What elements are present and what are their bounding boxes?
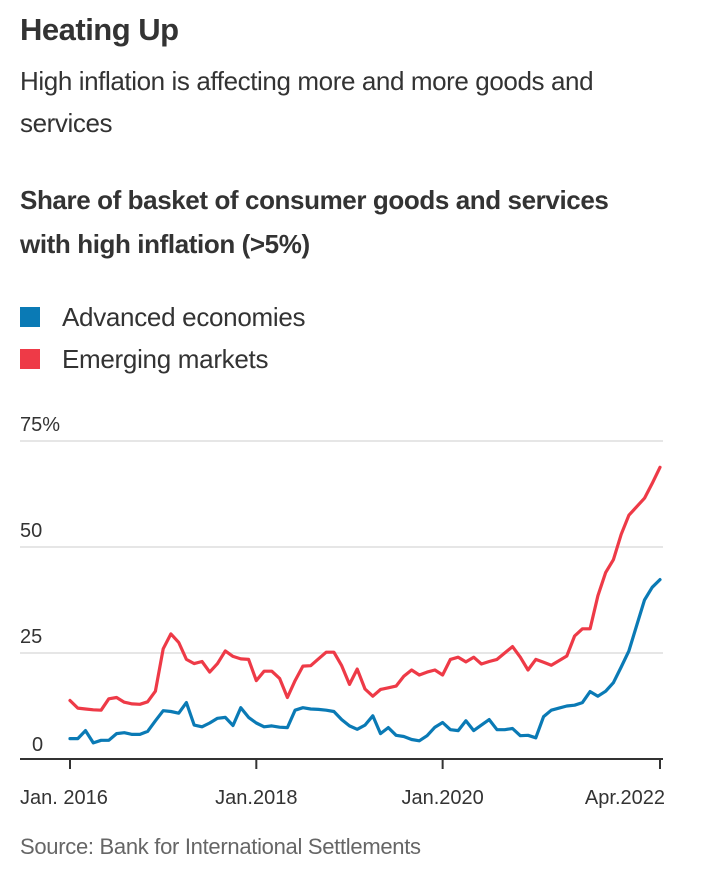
- y-tick-label-75: 75%: [20, 414, 60, 436]
- legend-item-advanced: Advanced economies: [20, 296, 306, 338]
- source-note: Source: Bank for International Settlemen…: [20, 834, 421, 859]
- series-line-advanced-economies: [68, 578, 662, 745]
- legend-label-emerging: Emerging markets: [62, 343, 269, 374]
- y-tick-label-0: 0: [32, 734, 43, 756]
- chart-title: Share of basket of consumer goods and se…: [20, 185, 609, 259]
- x-tick-label-3: Apr.2022: [585, 787, 665, 809]
- headline: Heating Up: [20, 12, 179, 47]
- x-tick-label-1: Jan.2018: [215, 787, 297, 809]
- y-tick-label-25: 25: [20, 626, 42, 648]
- series-lines: [68, 465, 662, 745]
- gridlines: [20, 440, 663, 654]
- line-chart: 0 25 50 75% Jan. 2016 Jan.2018 Jan.2020 Apr.20…: [20, 414, 665, 809]
- legend-item-emerging: Emerging markets: [20, 338, 305, 380]
- legend: Advanced economies Emerging markets: [20, 296, 306, 380]
- legend-swatch-emerging: [20, 349, 40, 369]
- y-tick-label-50: 50: [20, 520, 42, 542]
- x-tick-label-0: Jan. 2016: [20, 787, 108, 809]
- legend-label-advanced: Advanced economies: [62, 301, 306, 332]
- series-line-emerging-markets: [68, 465, 662, 712]
- subheadline: High inflation is affecting more and mor…: [20, 66, 594, 138]
- legend-swatch-advanced: [20, 307, 40, 327]
- y-axis-labels: 0 25 50 75%: [20, 414, 60, 756]
- x-axis: Jan. 2016 Jan.2018 Jan.2020 Apr.2022: [20, 758, 665, 809]
- x-tick-label-2: Jan.2020: [401, 787, 483, 809]
